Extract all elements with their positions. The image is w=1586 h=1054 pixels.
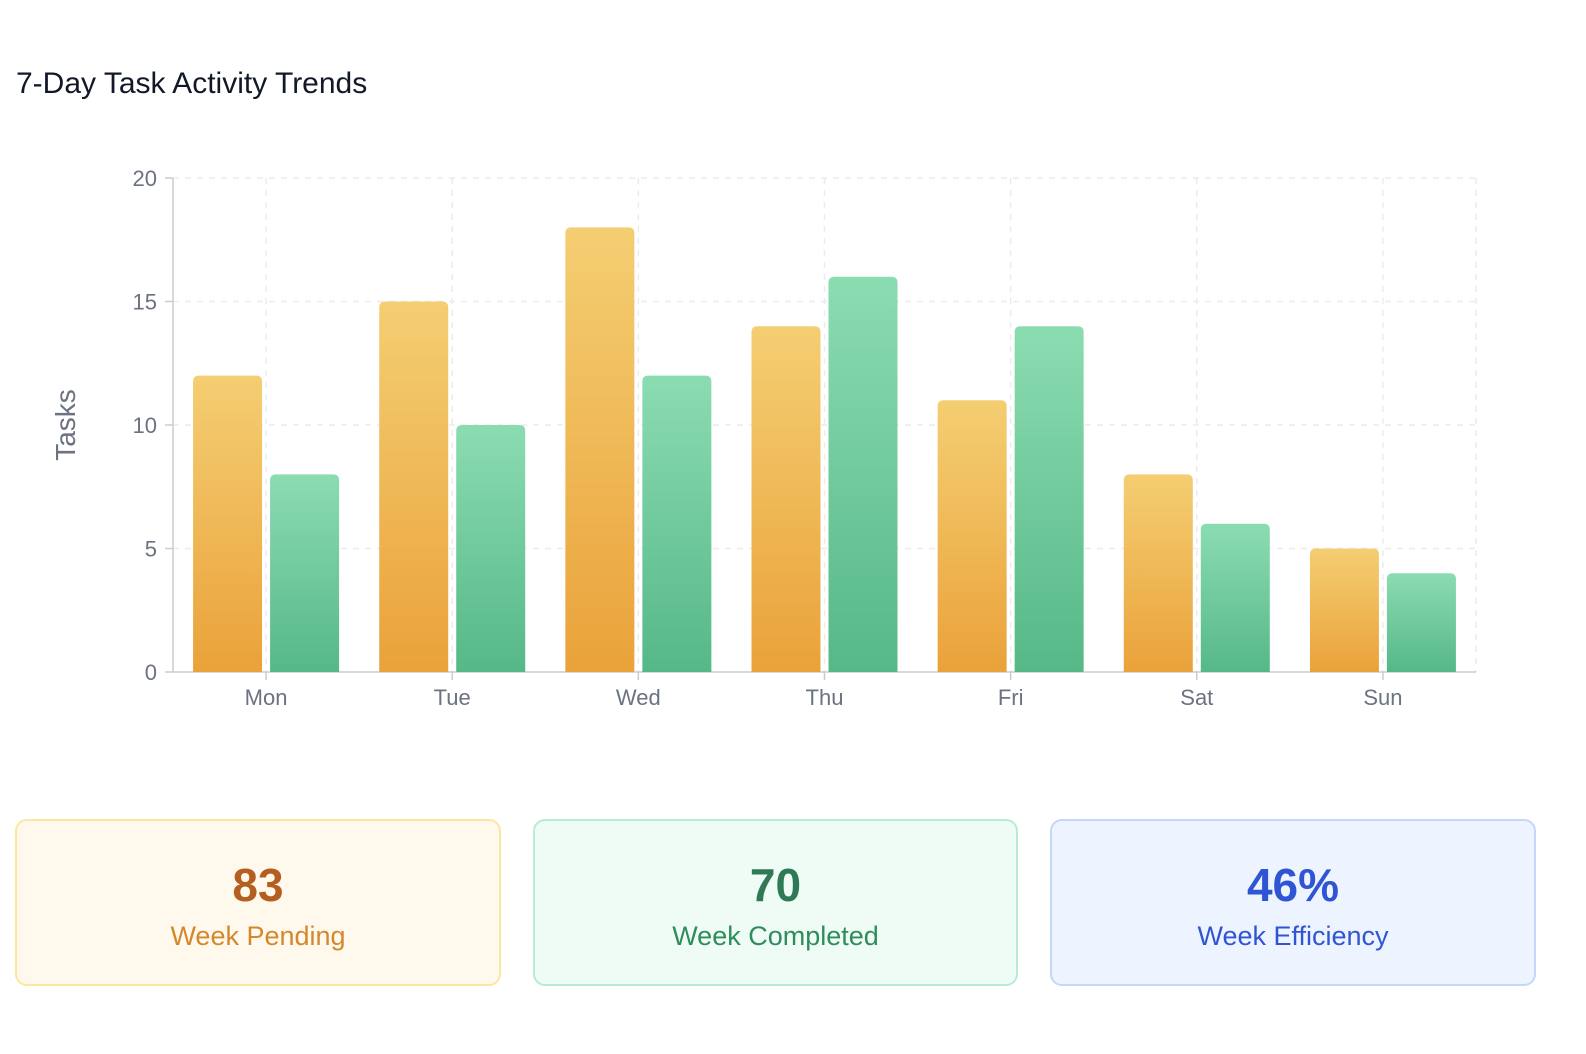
stat-card-completed: 70 Week Completed (533, 819, 1018, 986)
x-tick-label: Tue (434, 685, 471, 710)
y-tick-label: 15 (133, 290, 157, 315)
stat-card-efficiency: 46% Week Efficiency (1050, 819, 1536, 986)
chart-title: 7-Day Task Activity Trends (16, 67, 368, 100)
stat-value: 46% (1246, 859, 1340, 911)
x-tick-label: Wed (616, 685, 661, 710)
x-tick-label: Sat (1180, 685, 1213, 710)
bar-chart: 0 5 10 15 20 Mon Tue Wed Thu Fri Sat Sun Tasks (50, 166, 1477, 710)
bar-thu-series-2 (828, 276, 898, 672)
stat-label: Week Completed (672, 921, 879, 951)
bar-sat-series-1 (1123, 474, 1193, 672)
y-tick-label: 5 (145, 537, 157, 562)
bars (193, 227, 1456, 672)
bar-mon-series-1 (193, 375, 263, 672)
stat-label: Week Efficiency (1197, 921, 1389, 951)
bar-wed-series-1 (565, 227, 635, 672)
bar-sat-series-2 (1200, 523, 1270, 672)
x-tick-label: Mon (245, 685, 288, 710)
bar-sun-series-2 (1386, 573, 1456, 672)
bar-fri-series-2 (1014, 326, 1084, 672)
stat-value: 70 (749, 859, 802, 911)
tick-labels: 0 5 10 15 20 Mon Tue Wed Thu Fri Sat Sun Tasks (50, 166, 1403, 710)
stat-label: Week Pending (170, 921, 346, 951)
bar-wed-series-2 (642, 375, 712, 672)
stat-card-pending: 83 Week Pending (15, 819, 501, 986)
x-tick-label: Fri (998, 685, 1024, 710)
bar-fri-series-1 (937, 400, 1007, 672)
bar-mon-series-2 (270, 474, 340, 672)
bar-tue-series-1 (379, 301, 449, 672)
grid-lines (173, 177, 1477, 672)
stat-value: 83 (232, 859, 284, 911)
y-tick-label: 0 (145, 660, 157, 685)
x-tick-label: Sun (1363, 685, 1402, 710)
bar-sun-series-1 (1309, 548, 1379, 672)
y-tick-label: 10 (133, 413, 157, 438)
bar-thu-series-1 (751, 326, 821, 672)
y-tick-label: 20 (133, 166, 157, 191)
bar-tue-series-2 (456, 425, 526, 672)
y-axis-label: Tasks (50, 389, 81, 461)
x-tick-label: Thu (806, 685, 844, 710)
